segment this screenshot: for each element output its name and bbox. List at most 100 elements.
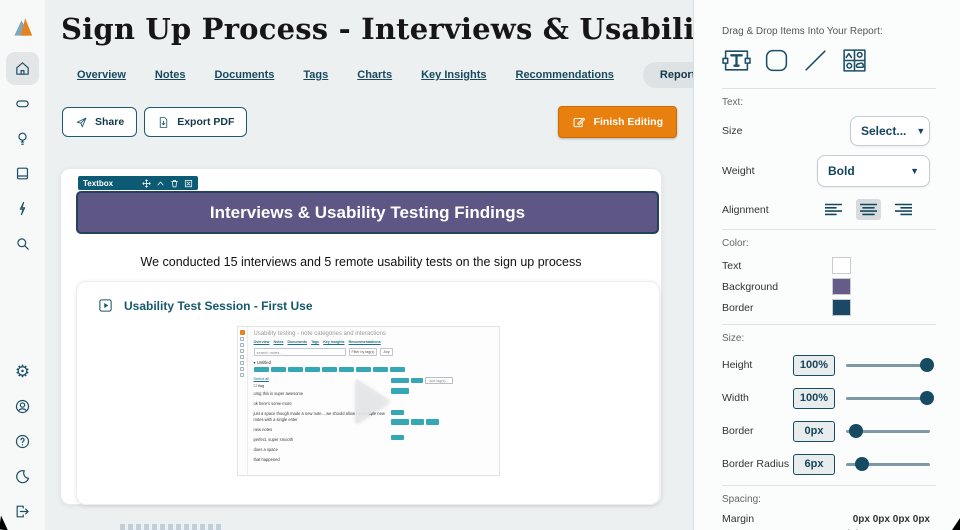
tab-notes[interactable]: Notes — [154, 69, 186, 81]
export-pdf-button[interactable]: Export PDF — [144, 107, 248, 137]
help-icon — [15, 434, 30, 449]
width-slider-row: Width 100% — [722, 385, 935, 411]
share-button[interactable]: Share — [62, 107, 138, 137]
border-radius-value[interactable]: 6px — [793, 453, 835, 475]
align-right-icon — [895, 203, 912, 216]
chevron-up-icon[interactable] — [156, 179, 165, 188]
divider — [722, 229, 936, 230]
sidebar-item-notebook[interactable] — [6, 157, 39, 190]
margin-label: Margin — [722, 513, 755, 525]
font-weight-dropdown[interactable]: Bold ▼ — [817, 155, 930, 187]
border-color-swatch[interactable] — [832, 299, 851, 316]
sidebar-item-settings[interactable]: ⚙ — [6, 355, 39, 388]
shape-tool[interactable] — [763, 47, 790, 74]
thumbnail-select-all: Select all — [253, 377, 269, 381]
font-size-dropdown[interactable]: Select... ▼ — [850, 116, 930, 146]
width-value[interactable]: 100% — [793, 387, 835, 409]
drag-drop-tools — [722, 47, 930, 74]
thumbnail-mini-body: Usability testing - note categories and … — [248, 327, 499, 475]
text-color-label: Text — [722, 259, 742, 272]
divider — [722, 88, 936, 89]
logout-icon — [16, 505, 29, 518]
trash-icon[interactable] — [170, 179, 179, 188]
tab-documents[interactable]: Documents — [214, 69, 275, 81]
height-slider-row: Height 100% — [722, 352, 935, 378]
thumbnail-title: Usability testing - note categories and … — [253, 331, 386, 337]
sidebar-item-search[interactable] — [6, 227, 39, 260]
text-tool-icon — [722, 50, 751, 71]
border-radius-slider[interactable] — [846, 457, 930, 471]
shape-tool-icon — [765, 49, 788, 72]
move-icon[interactable] — [142, 178, 151, 188]
lightbulb-icon — [18, 132, 27, 145]
close-box-icon[interactable] — [184, 179, 193, 188]
align-right-button[interactable] — [891, 199, 916, 220]
divider — [722, 485, 936, 486]
border-slider-row: Border 0px — [722, 418, 930, 444]
left-sidebar: ⚙ — [0, 0, 45, 530]
main-content: Sign Up Process - Interviews & Usability… — [45, 0, 713, 530]
align-left-icon — [825, 203, 842, 216]
report-body-text[interactable]: We conducted 15 interviews and 5 remote … — [140, 255, 582, 269]
height-value[interactable]: 100% — [793, 354, 835, 376]
border-color-label: Border — [722, 301, 754, 314]
report-banner-textbox[interactable]: Interviews & Usability Testing Findings — [76, 191, 659, 234]
align-center-button[interactable] — [856, 199, 881, 220]
slider-thumb[interactable] — [849, 424, 864, 438]
finish-editing-label: Finish Editing — [593, 116, 663, 128]
thumbnail-tab: Documents — [287, 340, 308, 344]
thumbnail-note: omg this is super awesome — [253, 391, 304, 396]
background-color-swatch[interactable] — [832, 278, 851, 295]
video-card-title: Usability Test Session - First Use — [124, 298, 313, 313]
sidebar-item-tags[interactable] — [6, 87, 39, 120]
report-tabs: Overview Notes Documents Tags Charts Key… — [45, 62, 713, 88]
image-tool[interactable] — [841, 47, 868, 74]
text-tool[interactable] — [722, 47, 751, 74]
sidebar-item-dark-mode[interactable] — [6, 460, 39, 493]
tab-tags[interactable]: Tags — [303, 69, 329, 81]
textbox-selection-toolbar: Textbox — [78, 176, 199, 190]
weight-field-row: Weight Bold ▼ — [722, 155, 930, 187]
tab-recommendations[interactable]: Recommendations — [515, 69, 614, 81]
tab-charts[interactable]: Charts — [357, 69, 393, 81]
thumbnail-note: just a space though made a new note... w… — [253, 411, 385, 422]
width-slider[interactable] — [846, 391, 935, 405]
video-thumbnail[interactable]: Usability testing - note categories and … — [236, 326, 500, 476]
tab-key-insights[interactable]: Key Insights — [421, 69, 487, 81]
textbox-label: Textbox — [83, 178, 114, 188]
sidebar-item-home[interactable] — [6, 52, 39, 85]
thumbnail-any-dropdown: Any — [380, 348, 393, 356]
finish-editing-button[interactable]: Finish Editing — [557, 106, 677, 138]
thumbnail-add-tag-input: add tag(s)... — [425, 377, 453, 384]
sidebar-item-logout[interactable] — [6, 495, 39, 528]
slider-thumb[interactable] — [854, 457, 869, 471]
height-label: Height — [722, 359, 753, 371]
sidebar-item-account[interactable] — [6, 390, 39, 423]
sidebar-item-insights[interactable] — [6, 122, 39, 155]
notebook-icon — [16, 167, 29, 180]
align-left-button[interactable] — [821, 199, 846, 220]
thumbnail-note: does a space — [253, 446, 278, 452]
slider-thumb[interactable] — [920, 391, 935, 405]
sidebar-item-help[interactable] — [6, 425, 39, 458]
height-slider[interactable] — [846, 358, 935, 372]
slider-thumb[interactable] — [920, 358, 935, 372]
home-icon — [16, 62, 29, 75]
report-canvas: Textbox Interviews & Usability Testing F… — [60, 168, 662, 505]
text-color-swatch[interactable] — [832, 257, 851, 274]
banner-text: Interviews & Usability Testing Findings — [209, 202, 526, 222]
play-button-overlay[interactable] — [356, 379, 390, 423]
tab-overview[interactable]: Overview — [77, 69, 126, 81]
border-width-value[interactable]: 0px — [793, 420, 835, 442]
send-icon — [76, 117, 87, 127]
border-width-slider[interactable] — [846, 424, 930, 438]
line-tool[interactable] — [802, 47, 829, 74]
background-color-row: Background — [722, 278, 930, 295]
sidebar-item-actions[interactable] — [6, 192, 39, 225]
inspector-panel: Drag & Drop Items Into Your Report: — [693, 0, 960, 530]
thumbnail-tabs: Overview Notes Documents Tags Key Insigh… — [254, 340, 493, 344]
app-logo — [13, 18, 32, 36]
thumbnail-tab: Notes — [273, 340, 284, 344]
border-width-label: Border — [722, 425, 754, 437]
